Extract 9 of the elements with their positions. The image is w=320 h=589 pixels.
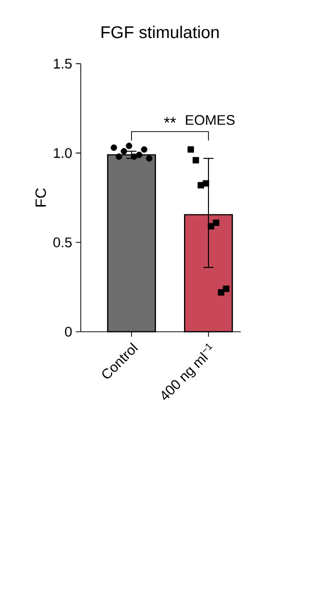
y-tick-label: 1.5	[54, 58, 72, 69]
y-tick-label: 0.5	[53, 237, 72, 248]
y-tick-label: 1.0	[54, 148, 72, 158]
chart-title: FGF stimulation	[102, 26, 219, 38]
x-tick-label: 400 ng ml$^{−1}$	[162, 344, 213, 400]
y-axis-title: FC	[35, 188, 46, 206]
annotation: **	[164, 117, 176, 123]
y-tick-label: 0	[65, 326, 72, 337]
text: EOMES	[186, 115, 235, 125]
